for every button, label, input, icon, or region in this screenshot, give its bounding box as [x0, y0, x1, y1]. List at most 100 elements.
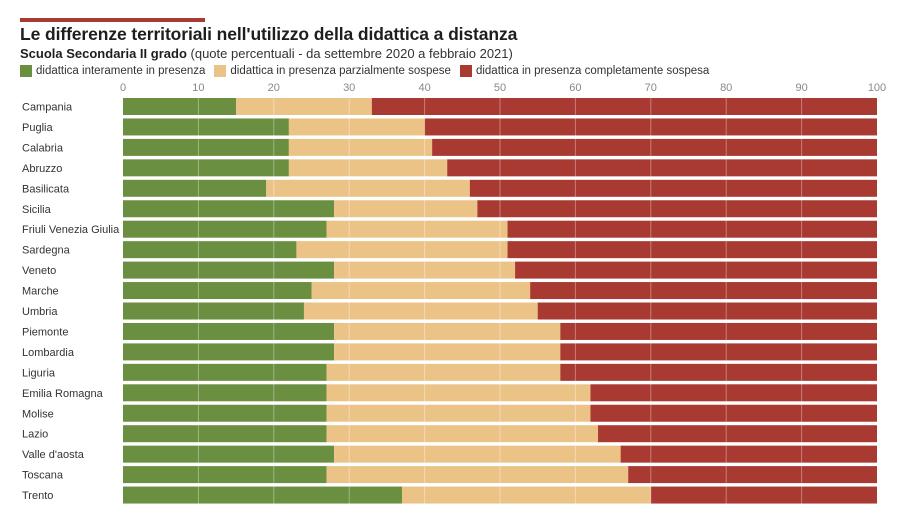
legend-swatch	[20, 65, 32, 77]
bar-segment-presenza	[123, 118, 289, 136]
bar-segment-parziale	[334, 445, 621, 463]
bar-segment-sospesa	[507, 241, 877, 259]
bar-segment-presenza	[123, 363, 327, 381]
bar-segment-sospesa	[537, 302, 877, 320]
bar-segment-sospesa	[560, 343, 877, 361]
category-label: Umbria	[22, 306, 58, 318]
bar-segment-presenza	[123, 486, 402, 504]
bar-segment-presenza	[123, 138, 289, 156]
bar-segment-sospesa	[598, 425, 877, 443]
bar-segment-presenza	[123, 466, 327, 484]
category-label: Abruzzo	[22, 163, 62, 175]
bar-segment-parziale	[334, 200, 478, 218]
x-tick-label: 20	[268, 82, 280, 94]
legend-item-red: didattica in presenza completamente sosp…	[459, 65, 710, 77]
legend-label: didattica in presenza completamente sosp…	[475, 65, 710, 77]
x-tick-label: 100	[868, 82, 886, 94]
bar-segment-parziale	[326, 404, 591, 422]
legend-item-green: didattica interamente in presenza	[20, 65, 205, 77]
bar-segment-parziale	[288, 118, 425, 136]
x-tick-label: 0	[120, 82, 126, 94]
bar-segment-sospesa	[620, 445, 877, 463]
legend-swatch	[214, 65, 227, 77]
category-label: Liguria	[22, 367, 56, 379]
legend-item-yellow: didattica in presenza parzialmente sospe…	[214, 65, 451, 77]
category-label: Toscana	[22, 470, 64, 482]
category-label: Campania	[22, 102, 73, 114]
bar-segment-presenza	[123, 322, 335, 340]
bar-segment-parziale	[401, 486, 651, 504]
bar-segment-parziale	[334, 261, 516, 279]
bar-segment-parziale	[236, 98, 372, 115]
category-label: Sicilia	[22, 204, 52, 216]
chart-subtitle: Scuola Secondaria II grado (quote percen…	[20, 46, 513, 61]
bar-segment-presenza	[123, 445, 335, 463]
bar-segment-parziale	[296, 241, 508, 259]
category-label: Calabria	[22, 142, 64, 154]
bar-segment-parziale	[326, 384, 591, 402]
chart-title: Le differenze territoriali nell'utilizzo…	[20, 24, 518, 44]
bar-segment-presenza	[123, 261, 335, 279]
legend-label: didattica in presenza parzialmente sospe…	[230, 65, 451, 77]
bar-segment-presenza	[123, 343, 335, 361]
bar-segment-sospesa	[447, 159, 877, 177]
bar-segment-parziale	[334, 343, 561, 361]
category-label: Friuli Venezia Giulia	[22, 224, 120, 236]
bar-segment-parziale	[311, 282, 531, 300]
bar-segment-presenza	[123, 98, 237, 115]
bar-segment-sospesa	[477, 200, 877, 218]
subtitle-bold: Scuola Secondaria II grado	[20, 46, 187, 61]
bar-segment-sospesa	[424, 118, 877, 136]
bar-segment-presenza	[123, 282, 312, 300]
x-tick-label: 30	[343, 82, 355, 94]
legend: didattica interamente in presenza didatt…	[20, 65, 718, 77]
category-label: Sardegna	[22, 245, 71, 257]
bar-segment-presenza	[123, 384, 327, 402]
bar-segment-parziale	[326, 466, 629, 484]
bar-segment-presenza	[123, 425, 327, 443]
x-tick-label: 40	[418, 82, 430, 94]
bar-segment-parziale	[326, 220, 508, 238]
category-label: Lazio	[22, 429, 48, 441]
bar-segment-parziale	[288, 159, 448, 177]
bar-segment-sospesa	[371, 98, 877, 115]
category-label: Marche	[22, 286, 59, 298]
bar-segment-sospesa	[560, 322, 877, 340]
bar-segment-parziale	[266, 179, 470, 197]
bar-segment-presenza	[123, 159, 289, 177]
bar-segment-presenza	[123, 200, 335, 218]
category-label: Veneto	[22, 265, 56, 277]
bar-segment-sospesa	[590, 384, 877, 402]
x-tick-label: 10	[192, 82, 204, 94]
legend-label: didattica interamente in presenza	[36, 65, 206, 77]
bar-segment-presenza	[123, 241, 297, 259]
x-tick-label: 70	[645, 82, 657, 94]
category-label: Emilia Romagna	[22, 388, 104, 400]
bar-segment-sospesa	[650, 486, 877, 504]
bar-segment-presenza	[123, 220, 327, 238]
bar-segment-parziale	[303, 302, 538, 320]
bar-segment-sospesa	[469, 179, 877, 197]
category-label: Piemonte	[22, 326, 68, 338]
bar-segment-sospesa	[590, 404, 877, 422]
x-tick-label: 50	[494, 82, 506, 94]
bar-segment-parziale	[326, 363, 561, 381]
bar-segment-sospesa	[530, 282, 877, 300]
bar-segment-presenza	[123, 302, 304, 320]
category-label: Trento	[22, 490, 53, 502]
x-tick-label: 60	[569, 82, 581, 94]
bar-segment-presenza	[123, 179, 267, 197]
bar-segment-parziale	[326, 425, 599, 443]
category-label: Valle d'aosta	[22, 449, 85, 461]
x-tick-label: 90	[795, 82, 807, 94]
bar-segment-parziale	[334, 322, 561, 340]
legend-swatch	[459, 65, 472, 77]
bar-segment-parziale	[288, 138, 433, 156]
accent-bar	[20, 18, 205, 22]
category-label: Molise	[22, 408, 54, 420]
bar-segment-sospesa	[507, 220, 877, 238]
bar-segment-sospesa	[560, 363, 877, 381]
category-label: Puglia	[22, 122, 53, 134]
subtitle-detail: (quote percentuali - da settembre 2020 a…	[190, 46, 513, 61]
